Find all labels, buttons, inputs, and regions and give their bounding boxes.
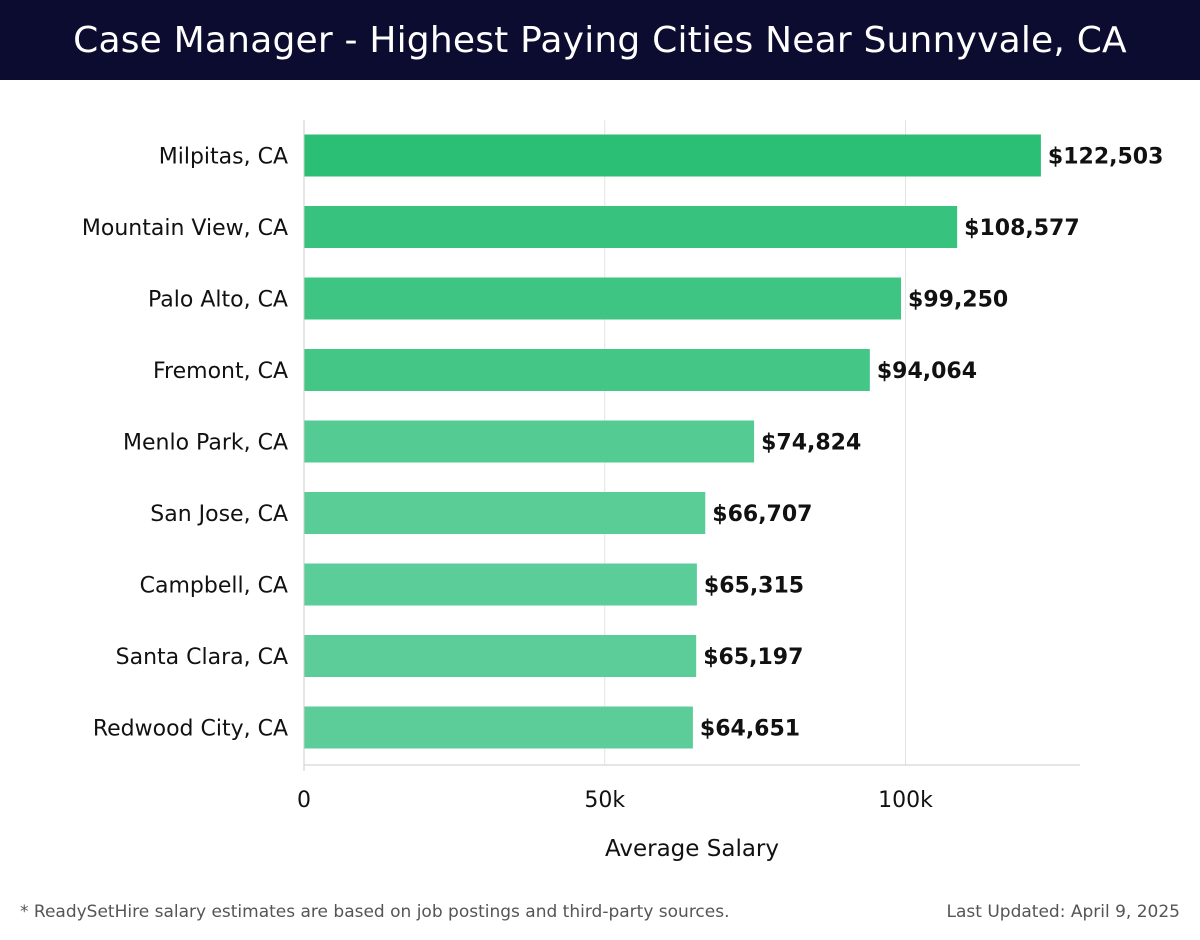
- bar: [304, 706, 693, 749]
- bar-chart: Milpitas, CA $122,503 Mountain View, CA $10…: [82, 120, 1164, 862]
- category-label: Milpitas, CA: [159, 145, 288, 170]
- x-axis-label: Average Salary: [605, 836, 779, 862]
- category-label: Palo Alto, CA: [148, 288, 288, 313]
- bar: [304, 277, 902, 320]
- category-label: Redwood City, CA: [93, 717, 288, 742]
- data-label: $65,197: [703, 645, 803, 670]
- category-label: Mountain View, CA: [82, 216, 288, 241]
- category-label: Campbell, CA: [140, 574, 288, 599]
- bar: [304, 563, 697, 606]
- x-tick-label: 0: [297, 788, 311, 813]
- data-label: $65,315: [704, 574, 804, 599]
- category-label: San Jose, CA: [150, 502, 288, 527]
- category-label: Fremont, CA: [153, 359, 288, 384]
- chart-title: Case Manager - Highest Paying Cities Nea…: [73, 19, 1127, 61]
- x-tick-label: 50k: [584, 788, 625, 813]
- last-updated: Last Updated: April 9, 2025: [946, 902, 1180, 922]
- bar: [304, 635, 697, 677]
- data-label: $108,577: [964, 216, 1080, 241]
- data-label: $99,250: [908, 288, 1008, 313]
- x-tick-label: 100k: [878, 788, 933, 813]
- data-label: $122,503: [1048, 145, 1164, 170]
- bar: [304, 206, 958, 248]
- bar: [304, 420, 755, 463]
- data-label: $94,064: [877, 359, 977, 384]
- category-label: Santa Clara, CA: [116, 645, 288, 670]
- bar: [304, 134, 1041, 177]
- footer-note: * ReadySetHire salary estimates are base…: [20, 902, 730, 922]
- data-label: $66,707: [712, 502, 812, 527]
- bar: [304, 492, 706, 534]
- data-label: $64,651: [700, 717, 800, 742]
- header-bar: Case Manager - Highest Paying Cities Nea…: [0, 0, 1200, 80]
- bar: [304, 349, 870, 391]
- category-label: Menlo Park, CA: [123, 431, 288, 456]
- data-label: $74,824: [761, 431, 861, 456]
